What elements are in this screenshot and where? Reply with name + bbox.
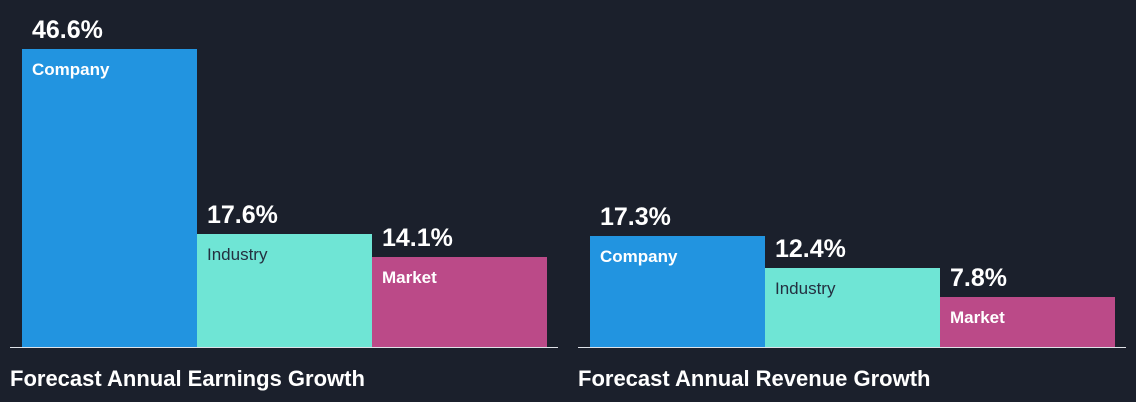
bar-market bbox=[940, 297, 1115, 347]
category-label-industry: Industry bbox=[775, 278, 836, 298]
value-label-market: 7.8% bbox=[950, 264, 1007, 293]
earnings-growth-title: Forecast Annual Earnings Growth bbox=[10, 366, 365, 391]
earnings-growth-chart: 46.6% Company 17.6% Industry 14.1% Market For… bbox=[10, 16, 558, 391]
category-label-company: Company bbox=[600, 247, 678, 267]
revenue-growth-baseline bbox=[578, 347, 1126, 348]
bar-market bbox=[372, 256, 547, 347]
category-label-market: Market bbox=[950, 308, 1005, 328]
earnings-growth-baseline bbox=[10, 347, 558, 348]
bar-company bbox=[22, 49, 197, 347]
revenue-growth-chart: 17.3% Company 12.4% Industry 7.8% Market Fore… bbox=[568, 0, 1136, 402]
value-label-industry: 12.4% bbox=[775, 234, 846, 263]
bar-industry bbox=[765, 267, 940, 347]
bar-company bbox=[590, 236, 765, 347]
value-label-company: 17.3% bbox=[600, 203, 671, 232]
category-label-market: Market bbox=[382, 267, 437, 287]
value-label-company: 46.6% bbox=[32, 16, 103, 44]
bar-industry bbox=[197, 234, 372, 347]
revenue-growth-title: Forecast Annual Revenue Growth bbox=[578, 366, 931, 391]
value-label-market: 14.1% bbox=[382, 223, 453, 252]
category-label-industry: Industry bbox=[207, 245, 268, 265]
value-label-industry: 17.6% bbox=[207, 201, 278, 230]
category-label-company: Company bbox=[32, 60, 110, 79]
earnings-growth-plot: 46.6% Company 17.6% Industry 14.1% Market bbox=[22, 16, 547, 347]
revenue-growth-plot: 17.3% Company 12.4% Industry 7.8% Market bbox=[568, 0, 1136, 402]
